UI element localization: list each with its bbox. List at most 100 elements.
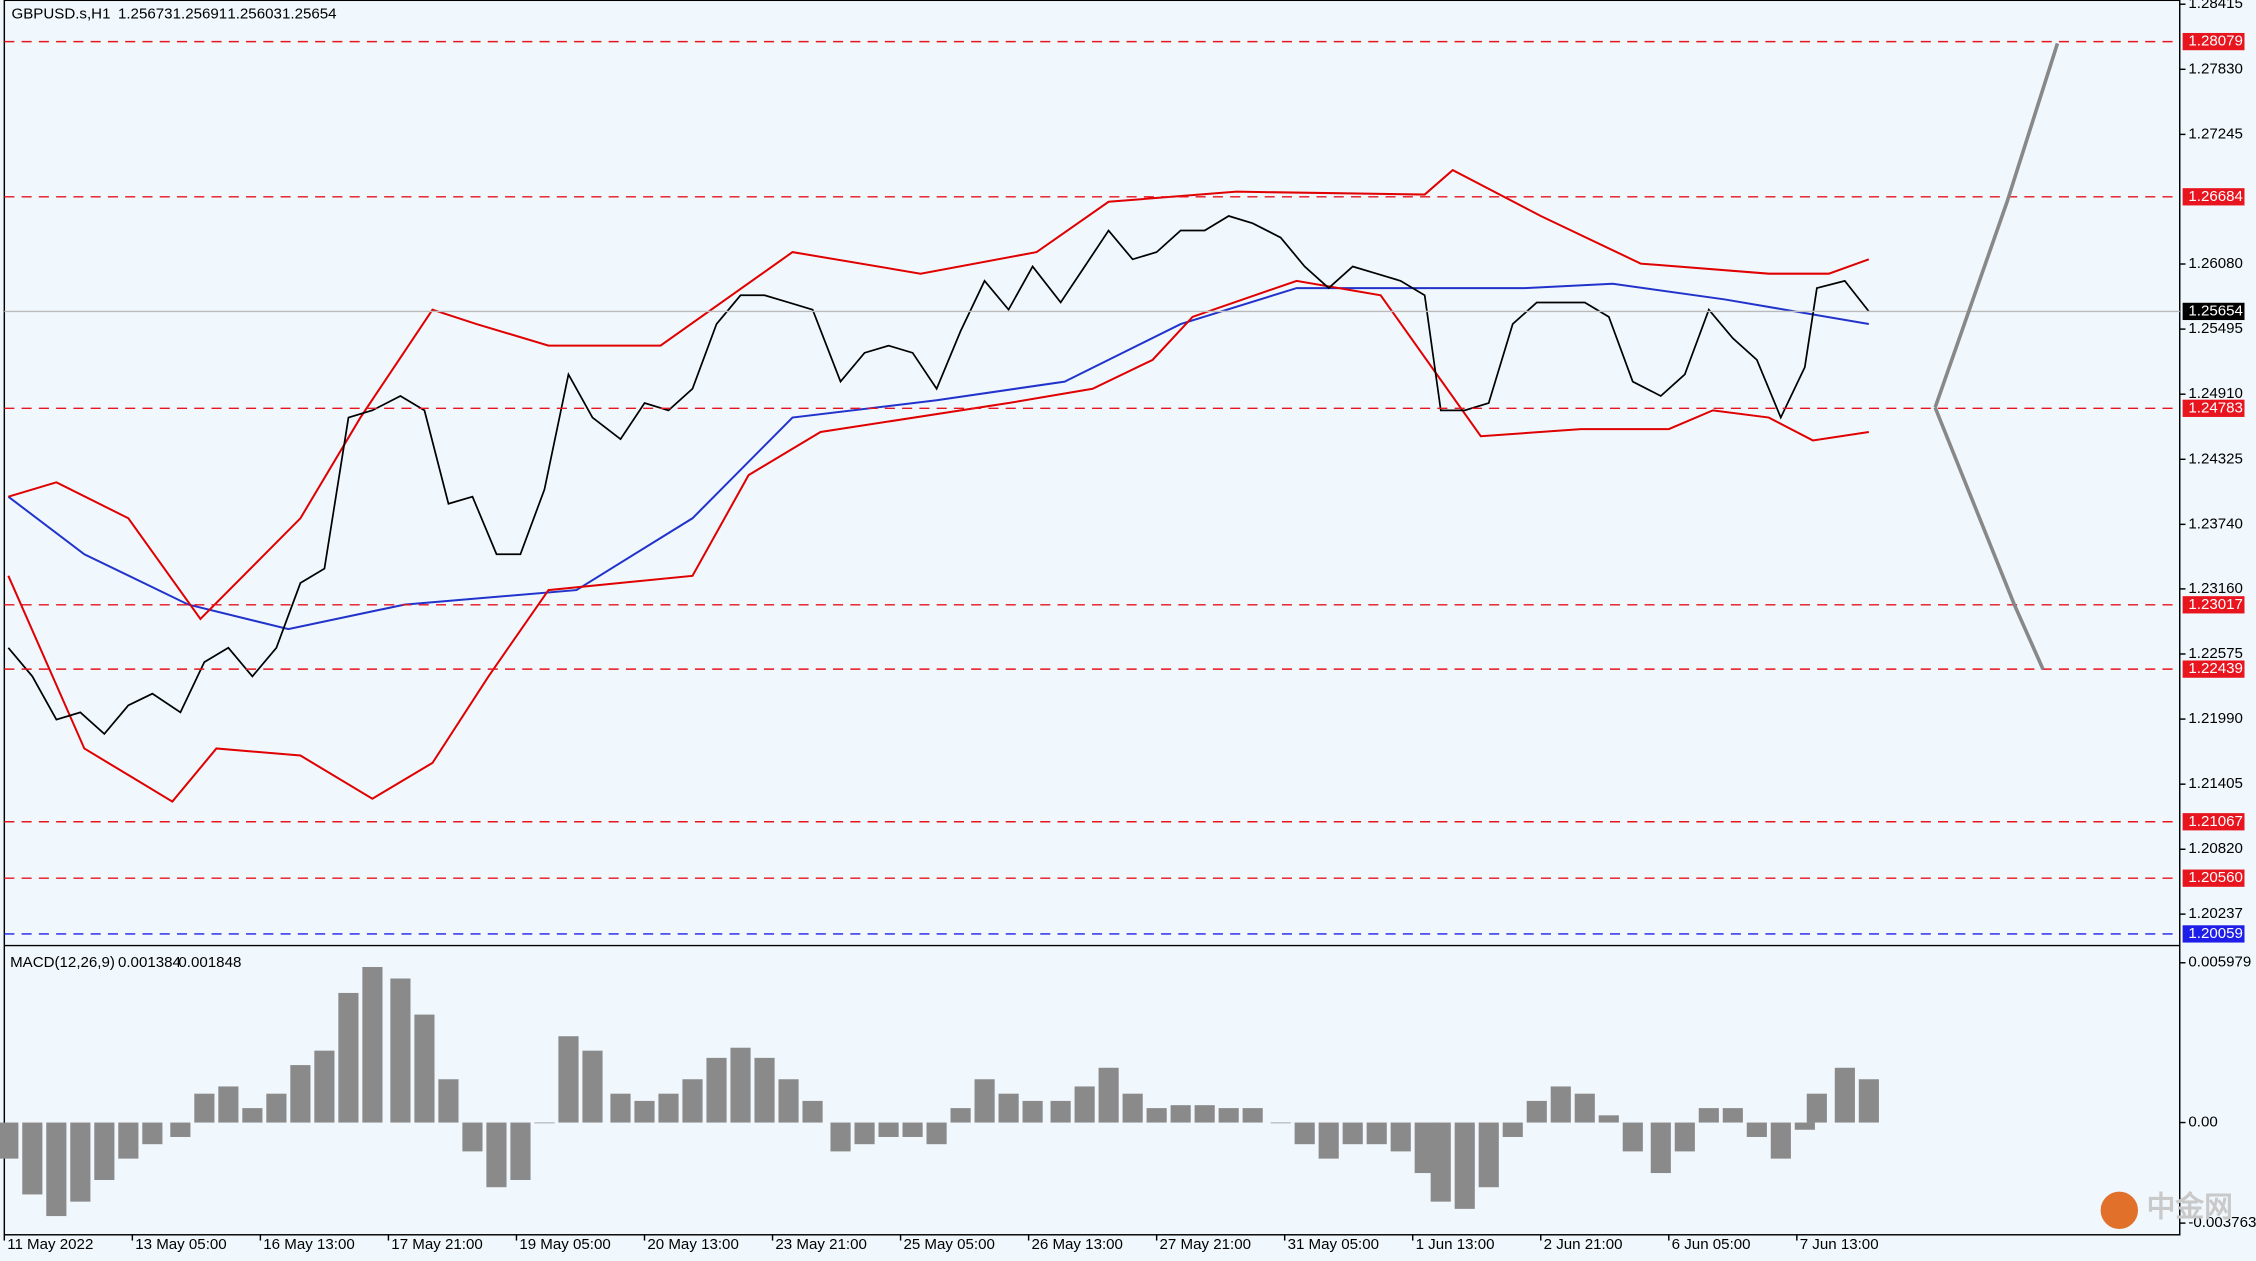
level-line-box bbox=[2182, 188, 2245, 206]
macd-bar bbox=[362, 967, 383, 1123]
x-tick-label: 20 May 13:00 bbox=[647, 1236, 738, 1253]
macd-bar bbox=[1454, 1122, 1475, 1209]
watermark: 中金网 bbox=[2147, 1190, 2233, 1223]
level-line-label: 1.24783 bbox=[2188, 399, 2243, 416]
macd-bar bbox=[1526, 1100, 1547, 1123]
level-line-label: 1.20560 bbox=[2188, 869, 2243, 886]
macd-bar bbox=[1698, 1108, 1719, 1123]
macd-bar bbox=[290, 1065, 311, 1123]
level-line-box bbox=[2182, 660, 2245, 678]
macd-bar bbox=[218, 1086, 239, 1123]
last-price-label: 1.25654 bbox=[2188, 302, 2243, 319]
macd-bar bbox=[658, 1093, 679, 1123]
logo bbox=[2100, 1191, 2139, 1230]
x-tick-label: 6 Jun 05:00 bbox=[1672, 1236, 1751, 1253]
frame bbox=[3, 0, 2181, 1236]
macd-bar bbox=[730, 1047, 751, 1123]
macd-bar bbox=[1218, 1108, 1239, 1123]
macd-bar bbox=[1574, 1093, 1595, 1123]
macd-bar bbox=[142, 1122, 163, 1145]
macd-bar bbox=[534, 1122, 555, 1124]
macd-bar bbox=[462, 1122, 483, 1152]
macd-bar bbox=[1022, 1100, 1043, 1123]
macd-bar bbox=[1050, 1100, 1071, 1123]
quote-open: 1.25673 bbox=[118, 6, 173, 23]
macd-bar bbox=[854, 1122, 875, 1145]
macd-bar bbox=[1342, 1122, 1363, 1145]
x-tick-label: 2 Jun 21:00 bbox=[1544, 1236, 1623, 1253]
level-line-label: 1.28079 bbox=[2188, 33, 2243, 50]
quote-low: 1.25603 bbox=[227, 6, 282, 23]
macd-bar bbox=[926, 1122, 947, 1145]
macd-bar bbox=[390, 978, 411, 1123]
x-tick-label: 31 May 05:00 bbox=[1288, 1236, 1379, 1253]
y-tick-label: 1.25495 bbox=[2188, 320, 2243, 337]
macd-bar bbox=[94, 1122, 115, 1181]
price-panel: 1.28415 1.27830 1.27245 1.26080 1.25495 1.249… bbox=[4, 0, 2245, 943]
macd-bar bbox=[1098, 1067, 1119, 1123]
macd-signal: 0.001848 bbox=[178, 954, 241, 971]
macd-bar bbox=[1146, 1108, 1167, 1123]
macd-bar bbox=[1622, 1122, 1643, 1152]
macd-bar bbox=[1242, 1108, 1263, 1123]
macd-bar bbox=[438, 1079, 459, 1123]
x-tick-label: 1 Jun 13:00 bbox=[1416, 1236, 1495, 1253]
macd-bar bbox=[1478, 1122, 1499, 1188]
y-tick-label: 1.23160 bbox=[2188, 580, 2243, 597]
y-tick-label: 1.21990 bbox=[2188, 710, 2243, 727]
macd-title: MACD(12,26,9) bbox=[10, 954, 115, 971]
macd-bar bbox=[414, 1014, 435, 1123]
macd-bar bbox=[1650, 1122, 1671, 1174]
indicator-line bbox=[8, 168, 1870, 621]
x-tick-label: 25 May 05:00 bbox=[903, 1236, 994, 1253]
macd-bar bbox=[1722, 1108, 1743, 1123]
macd-bar bbox=[1194, 1105, 1215, 1123]
macd-bar bbox=[1122, 1093, 1143, 1123]
level-line-label: 1.21067 bbox=[2188, 813, 2243, 830]
blue-level-line-label: 1.20059 bbox=[2188, 925, 2243, 942]
macd-bar bbox=[486, 1122, 507, 1188]
macd-bar bbox=[706, 1057, 727, 1123]
forecast-arrows bbox=[1933, 42, 2060, 671]
level-line-box bbox=[2182, 869, 2245, 887]
level-line-box bbox=[2182, 596, 2245, 614]
quote-close: 1.25654 bbox=[282, 6, 337, 23]
macd-bar bbox=[1270, 1122, 1291, 1124]
macd-bar bbox=[610, 1093, 631, 1123]
quote-high: 1.25691 bbox=[173, 6, 228, 23]
y-tick-label: 1.21405 bbox=[2188, 775, 2243, 792]
level-line-box bbox=[2182, 32, 2245, 51]
macd-bar bbox=[1502, 1122, 1523, 1137]
macd-bar bbox=[830, 1122, 851, 1152]
x-tick-label: 27 May 21:00 bbox=[1160, 1236, 1251, 1253]
arrow-up bbox=[1933, 42, 2060, 409]
y-tick-label: 1.27830 bbox=[2188, 60, 2243, 77]
macd-bar bbox=[1366, 1122, 1387, 1145]
indicator-line bbox=[7, 282, 1869, 631]
y-tick-label: 1.20237 bbox=[2188, 905, 2243, 922]
macd-bar bbox=[194, 1093, 215, 1123]
macd-panel: 0.005979 0.00 -0.003763 bbox=[0, 954, 2256, 1231]
y-tick-label: -0.003763 bbox=[2188, 1214, 2256, 1231]
macd-bar bbox=[170, 1122, 191, 1137]
y-tick-label: 1.28415 bbox=[2188, 0, 2243, 12]
macd-bar bbox=[1074, 1086, 1095, 1123]
y-tick-label: 1.22575 bbox=[2188, 645, 2243, 662]
y-tick-label: 1.27245 bbox=[2188, 125, 2243, 142]
macd-bar bbox=[682, 1079, 703, 1123]
x-tick-label: 23 May 21:00 bbox=[775, 1236, 866, 1253]
macd-bar bbox=[802, 1100, 823, 1123]
x-tick-label: 7 Jun 13:00 bbox=[1800, 1236, 1879, 1253]
macd-bar bbox=[118, 1122, 139, 1159]
x-tick-label: 17 May 21:00 bbox=[391, 1236, 482, 1253]
macd-bar bbox=[1770, 1122, 1791, 1159]
macd-bar bbox=[1414, 1122, 1435, 1174]
macd-bar bbox=[46, 1122, 67, 1217]
macd-bar bbox=[998, 1093, 1019, 1123]
price-line bbox=[7, 215, 1870, 736]
x-tick-label: 19 May 05:00 bbox=[519, 1236, 610, 1253]
macd-bar bbox=[1858, 1079, 1879, 1123]
macd-bar bbox=[1794, 1122, 1815, 1130]
y-tick-label: 1.20820 bbox=[2188, 840, 2243, 857]
